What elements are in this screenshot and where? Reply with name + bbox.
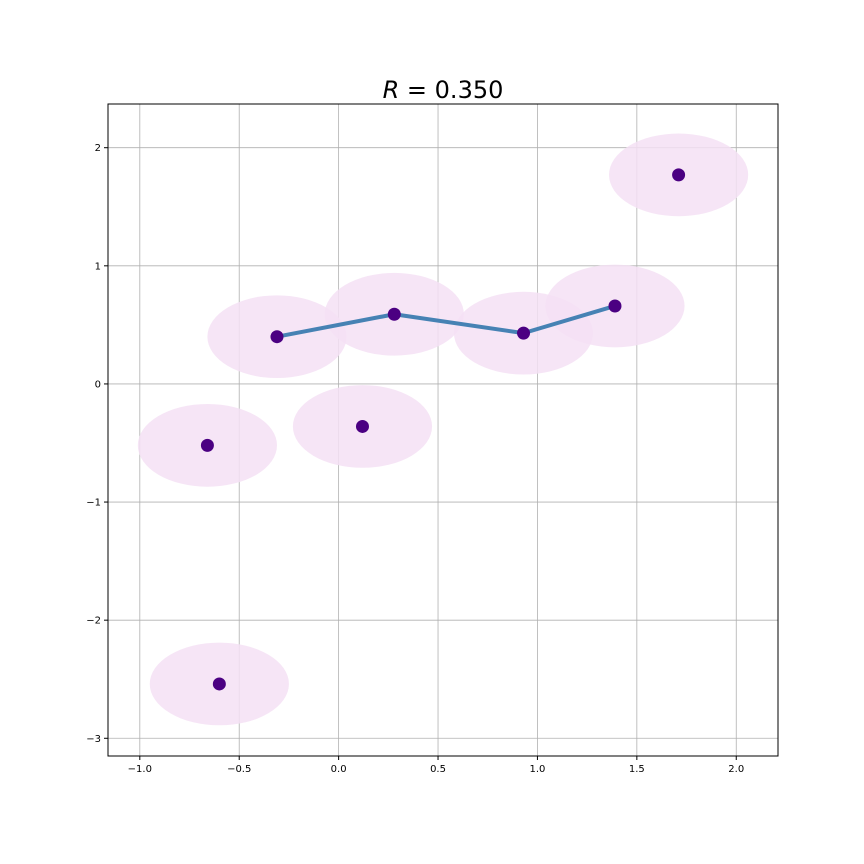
data-points bbox=[200, 168, 686, 691]
x-tick-label: −0.5 bbox=[227, 764, 251, 775]
y-tick-label: 1 bbox=[95, 261, 101, 272]
data-point bbox=[517, 326, 531, 340]
data-point bbox=[212, 677, 226, 691]
x-tick-label: 1.5 bbox=[629, 764, 645, 775]
y-axis-ticks: −3 −2 −1 0 1 2 bbox=[86, 143, 108, 745]
data-point bbox=[672, 168, 686, 182]
x-tick-label: 0.5 bbox=[430, 764, 446, 775]
title-value: = 0.350 bbox=[399, 76, 503, 104]
x-tick-label: 2.0 bbox=[728, 764, 744, 775]
y-tick-label: 0 bbox=[95, 379, 101, 390]
chart-title: R = 0.350 bbox=[383, 76, 504, 104]
y-tick-label: 2 bbox=[95, 143, 101, 154]
plot-area-frame bbox=[107, 103, 779, 757]
data-point bbox=[608, 299, 622, 313]
title-variable: R bbox=[383, 76, 400, 104]
x-tick-label: 1.0 bbox=[529, 764, 545, 775]
data-point bbox=[387, 307, 401, 321]
data-point bbox=[355, 419, 369, 433]
data-point bbox=[270, 330, 284, 344]
y-tick-label: −3 bbox=[86, 734, 101, 745]
y-tick-label: −2 bbox=[86, 616, 101, 627]
x-tick-label: −1.0 bbox=[128, 764, 152, 775]
x-axis-ticks: −1.0 −0.5 0.0 0.5 1.0 1.5 2.0 bbox=[128, 756, 744, 775]
connection-path bbox=[274, 303, 617, 339]
y-tick-label: −1 bbox=[86, 498, 101, 509]
data-point bbox=[200, 438, 214, 452]
x-tick-label: 0.0 bbox=[331, 764, 347, 775]
path-line bbox=[274, 303, 617, 339]
